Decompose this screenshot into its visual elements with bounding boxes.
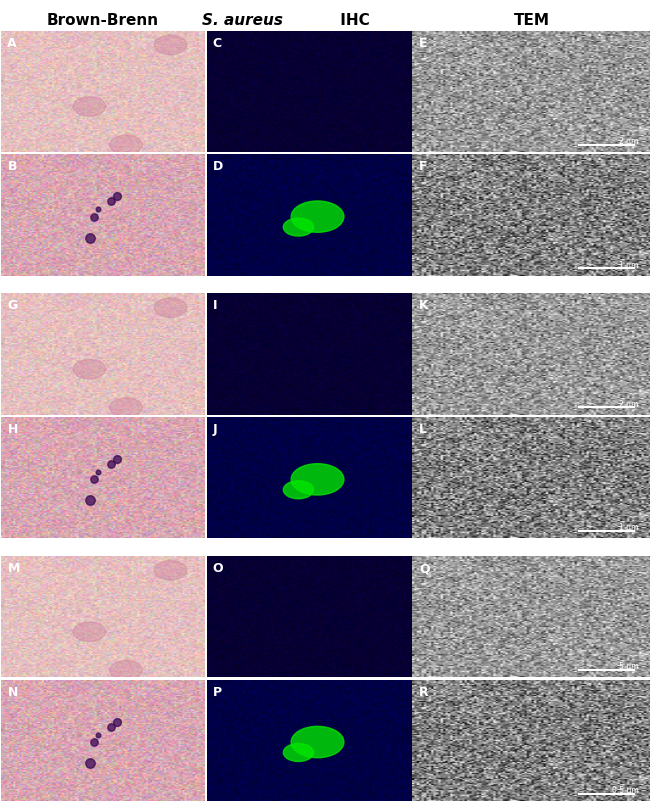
Circle shape	[283, 481, 313, 499]
Circle shape	[283, 218, 313, 236]
Text: L: L	[419, 423, 427, 436]
Text: E: E	[419, 37, 428, 50]
Circle shape	[154, 298, 187, 317]
Circle shape	[110, 135, 142, 155]
Text: H: H	[7, 423, 18, 436]
Circle shape	[110, 661, 142, 680]
Text: 1 μm: 1 μm	[619, 523, 639, 532]
Text: 0.5 μm: 0.5 μm	[612, 786, 639, 795]
Circle shape	[110, 398, 142, 417]
Text: A: A	[7, 37, 17, 50]
Text: F: F	[419, 160, 428, 173]
Text: TEM: TEM	[514, 14, 549, 28]
Text: 2 μm: 2 μm	[619, 137, 639, 146]
Text: 2 μm: 2 μm	[619, 399, 639, 408]
Circle shape	[73, 622, 106, 642]
Circle shape	[73, 97, 106, 116]
Text: R: R	[419, 686, 429, 699]
Text: G: G	[7, 299, 18, 312]
Circle shape	[291, 726, 344, 758]
Circle shape	[291, 201, 344, 233]
Text: S. aureus: S. aureus	[202, 14, 283, 28]
Text: K: K	[419, 299, 429, 312]
Text: B: B	[7, 160, 17, 173]
Text: D: D	[213, 160, 223, 173]
Text: I: I	[213, 299, 217, 312]
Circle shape	[283, 744, 313, 762]
Circle shape	[154, 560, 187, 580]
Text: IHC: IHC	[335, 14, 369, 28]
Circle shape	[154, 35, 187, 55]
Text: Q: Q	[419, 562, 430, 575]
Text: C: C	[213, 37, 222, 50]
Circle shape	[73, 359, 106, 379]
Text: J: J	[213, 423, 218, 436]
Text: 5 μm: 5 μm	[619, 663, 639, 671]
Text: Brown-Brenn: Brown-Brenn	[47, 14, 159, 28]
Text: O: O	[213, 562, 224, 575]
Text: M: M	[7, 562, 20, 575]
Text: P: P	[213, 686, 222, 699]
Text: 1 μm: 1 μm	[619, 261, 639, 270]
Circle shape	[291, 464, 344, 495]
Text: N: N	[7, 686, 18, 699]
